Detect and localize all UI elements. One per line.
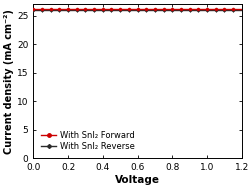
Y-axis label: Current density (mA cm⁻²): Current density (mA cm⁻²) xyxy=(4,9,14,154)
Legend: With SnI₂ Forward, With SnI₂ Reverse: With SnI₂ Forward, With SnI₂ Reverse xyxy=(39,129,136,153)
X-axis label: Voltage: Voltage xyxy=(115,175,159,185)
